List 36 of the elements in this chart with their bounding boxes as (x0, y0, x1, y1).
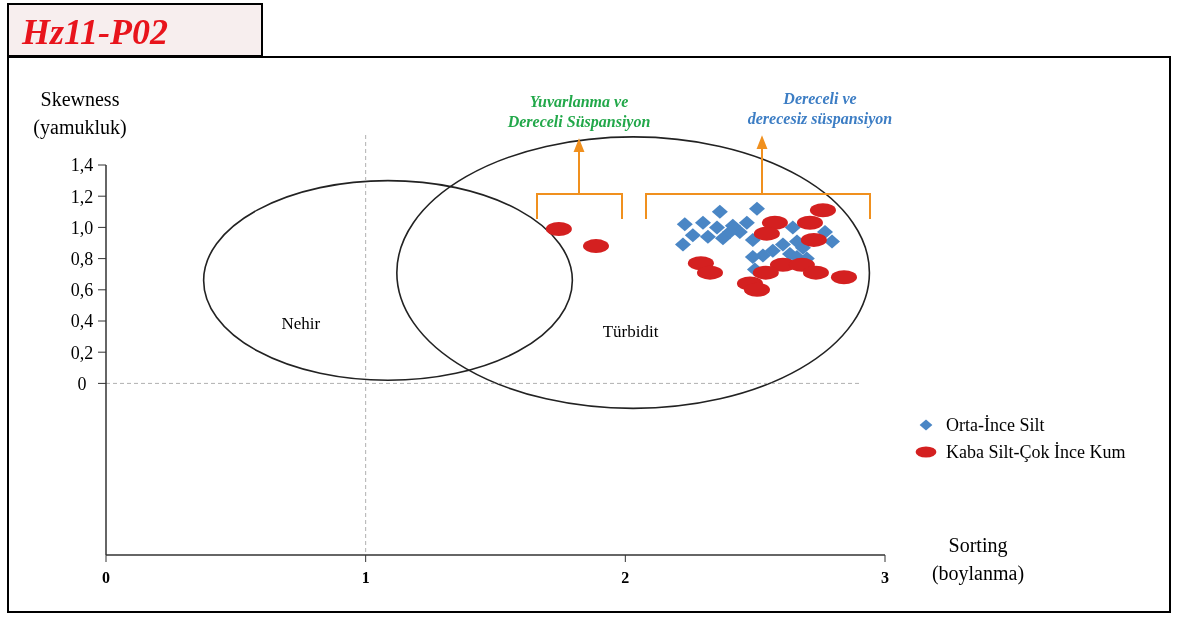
y-tick-label: 1,2 (70, 186, 94, 207)
point (774, 237, 791, 252)
y-tick-label: 0,8 (70, 248, 94, 269)
x-tick-label: 0 (102, 569, 110, 586)
y-tick-label: 0,6 (70, 280, 94, 301)
point (709, 220, 725, 235)
point (699, 229, 716, 244)
x-tick-label: 3 (881, 569, 889, 586)
point (784, 220, 801, 235)
point (684, 228, 701, 243)
y-tick-label: 1,0 (70, 217, 94, 238)
y-tick-label: 1,4 (70, 155, 94, 176)
x-axis-title: Sorting (boylanma) (931, 534, 1025, 585)
y-tick-label: 0 (77, 373, 87, 394)
x-tick-label: 2 (621, 569, 630, 586)
point (824, 234, 841, 249)
point (764, 243, 781, 258)
legend-label: Orta-İnce Silt (946, 415, 1045, 436)
point (676, 217, 693, 232)
chart-title: Hz11-P02 (21, 12, 169, 52)
legend-label: Kaba Silt-Çok İnce Kum (946, 442, 1126, 463)
x-tick-label: 1 (361, 569, 370, 586)
y-axis-title: Skewness (yamukluk) (33, 88, 127, 139)
point (711, 204, 728, 219)
point (744, 250, 761, 265)
y-tick-label: 0,4 (70, 311, 94, 332)
annotation: Nehir (281, 313, 321, 333)
y-tick-label: 0,2 (70, 342, 94, 363)
point (748, 201, 765, 216)
text: Yuvarlanma ve Dereceli Süspansiyon (506, 93, 651, 131)
point (738, 215, 755, 230)
annotation: Türbidit (602, 321, 659, 341)
point (694, 215, 711, 230)
point (674, 237, 691, 252)
point (744, 232, 761, 247)
text: Dereceli ve derecesiz süspansiyon (747, 90, 893, 128)
